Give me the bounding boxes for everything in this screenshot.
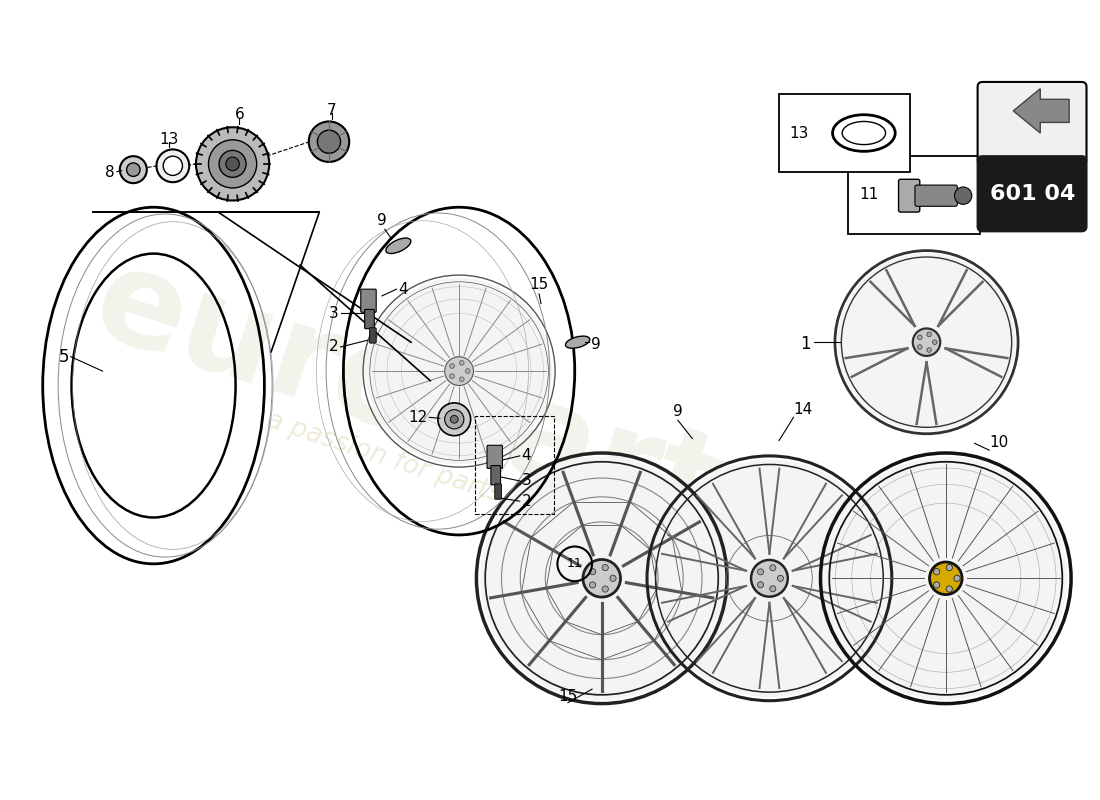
Circle shape [460, 377, 464, 382]
Text: 601 04: 601 04 [990, 184, 1075, 204]
Circle shape [927, 348, 932, 352]
Circle shape [450, 374, 454, 378]
Circle shape [219, 150, 246, 178]
Circle shape [156, 150, 189, 182]
Circle shape [927, 332, 932, 337]
Circle shape [590, 582, 596, 588]
Circle shape [954, 575, 960, 582]
Circle shape [196, 127, 270, 201]
Text: 5: 5 [58, 348, 69, 366]
Circle shape [824, 457, 1067, 700]
Circle shape [126, 163, 140, 177]
FancyBboxPatch shape [364, 310, 374, 329]
Circle shape [955, 187, 971, 204]
Circle shape [651, 459, 888, 697]
Text: euroParts: euroParts [78, 237, 811, 582]
Circle shape [318, 130, 341, 154]
Text: 15: 15 [529, 277, 549, 292]
Circle shape [934, 569, 939, 575]
Circle shape [438, 403, 471, 436]
Circle shape [778, 575, 783, 582]
Text: 4: 4 [521, 448, 531, 463]
FancyBboxPatch shape [361, 289, 376, 312]
Circle shape [450, 415, 458, 423]
Text: 11: 11 [859, 187, 878, 202]
Ellipse shape [565, 336, 590, 348]
Circle shape [933, 340, 937, 345]
Text: 13: 13 [160, 131, 178, 146]
Text: 12: 12 [408, 410, 427, 425]
Circle shape [913, 329, 940, 356]
Circle shape [226, 157, 240, 170]
Circle shape [209, 140, 256, 188]
Text: 6: 6 [234, 107, 244, 122]
Text: a passion for parts, since 19: a passion for parts, since 19 [263, 407, 626, 547]
Polygon shape [1013, 89, 1069, 133]
Text: 3: 3 [329, 306, 339, 321]
Circle shape [934, 582, 939, 588]
Circle shape [770, 586, 776, 592]
Text: 2: 2 [521, 494, 531, 509]
Text: 4: 4 [398, 282, 408, 297]
Circle shape [602, 586, 608, 592]
Text: 15: 15 [559, 689, 578, 703]
Text: 9: 9 [591, 337, 601, 352]
Circle shape [758, 582, 763, 588]
Circle shape [465, 369, 470, 374]
FancyBboxPatch shape [495, 484, 502, 499]
Circle shape [450, 364, 454, 369]
Text: 2: 2 [329, 339, 339, 354]
Circle shape [444, 357, 473, 386]
Text: 13: 13 [790, 126, 808, 141]
FancyBboxPatch shape [915, 185, 957, 206]
Circle shape [946, 565, 953, 570]
Circle shape [120, 156, 146, 183]
Ellipse shape [386, 238, 410, 254]
Circle shape [366, 278, 552, 464]
Circle shape [444, 410, 464, 429]
Text: 11: 11 [566, 558, 583, 570]
Circle shape [930, 562, 962, 594]
FancyBboxPatch shape [978, 82, 1087, 164]
Text: 14: 14 [793, 402, 813, 418]
FancyBboxPatch shape [487, 446, 503, 469]
Circle shape [917, 335, 922, 340]
Circle shape [751, 560, 788, 597]
Circle shape [946, 586, 953, 592]
FancyBboxPatch shape [779, 94, 910, 171]
FancyBboxPatch shape [370, 328, 376, 343]
Circle shape [602, 565, 608, 570]
Text: 3: 3 [521, 474, 531, 489]
Circle shape [163, 156, 183, 175]
Circle shape [590, 569, 596, 575]
FancyBboxPatch shape [978, 156, 1087, 231]
Circle shape [309, 122, 349, 162]
FancyBboxPatch shape [899, 179, 920, 212]
Circle shape [917, 345, 922, 350]
Circle shape [770, 565, 776, 571]
Text: 10: 10 [989, 435, 1009, 450]
Text: 9: 9 [673, 404, 683, 419]
Text: 8: 8 [106, 165, 116, 180]
Circle shape [838, 254, 1015, 431]
Text: 9: 9 [377, 214, 387, 229]
Circle shape [481, 457, 724, 700]
Circle shape [758, 569, 763, 575]
FancyBboxPatch shape [848, 156, 979, 234]
Circle shape [609, 575, 616, 582]
FancyBboxPatch shape [491, 466, 501, 485]
Text: 1: 1 [800, 335, 811, 353]
Circle shape [583, 559, 620, 597]
Text: 7: 7 [327, 102, 337, 118]
Circle shape [460, 361, 464, 366]
